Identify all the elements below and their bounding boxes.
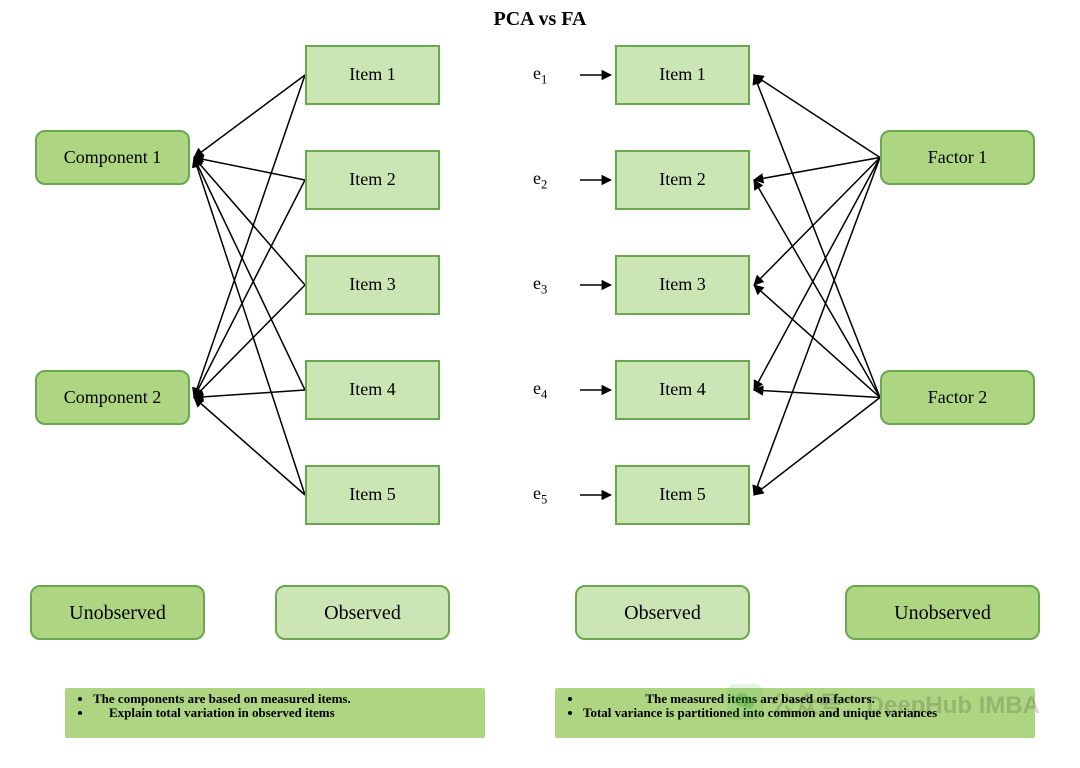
bullet-item: The components are based on measured ite… xyxy=(93,692,351,706)
diagram-title: PCA vs FA xyxy=(0,8,1080,31)
pca-component-1: Component 1 xyxy=(35,130,190,185)
fa-item-2: Item 2 xyxy=(615,150,750,210)
pca-item-3: Item 3 xyxy=(305,255,440,315)
bullet-box-right: The measured items are based on factors.… xyxy=(555,688,1035,738)
fa-item-1: Item 1 xyxy=(615,45,750,105)
pca-item-5: Item 5 xyxy=(305,465,440,525)
fa-error-label-5: e5 xyxy=(533,483,547,508)
bullet-box-left: The components are based on measured ite… xyxy=(65,688,485,738)
pca-item-2: Item 2 xyxy=(305,150,440,210)
legend-box-3: Unobserved xyxy=(845,585,1040,640)
bullet-item: Explain total variation in observed item… xyxy=(93,706,351,720)
pca-item-1: Item 1 xyxy=(305,45,440,105)
fa-item-5: Item 5 xyxy=(615,465,750,525)
fa-factor-1: Factor 1 xyxy=(880,130,1035,185)
fa-error-label-3: e3 xyxy=(533,273,547,298)
pca-item-4: Item 4 xyxy=(305,360,440,420)
diagram-container: { "title": { "text": "PCA vs FA", "fonts… xyxy=(0,0,1080,768)
bullet-item: The measured items are based on factors. xyxy=(583,692,937,706)
legend-box-1: Observed xyxy=(275,585,450,640)
bullet-item: Total variance is partitioned into commo… xyxy=(583,706,937,720)
fa-error-label-2: e2 xyxy=(533,168,547,193)
legend-box-0: Unobserved xyxy=(30,585,205,640)
legend-box-2: Observed xyxy=(575,585,750,640)
fa-factor-2: Factor 2 xyxy=(880,370,1035,425)
fa-item-4: Item 4 xyxy=(615,360,750,420)
fa-error-label-4: e4 xyxy=(533,378,547,403)
pca-component-2: Component 2 xyxy=(35,370,190,425)
fa-error-label-1: e1 xyxy=(533,63,547,88)
fa-item-3: Item 3 xyxy=(615,255,750,315)
